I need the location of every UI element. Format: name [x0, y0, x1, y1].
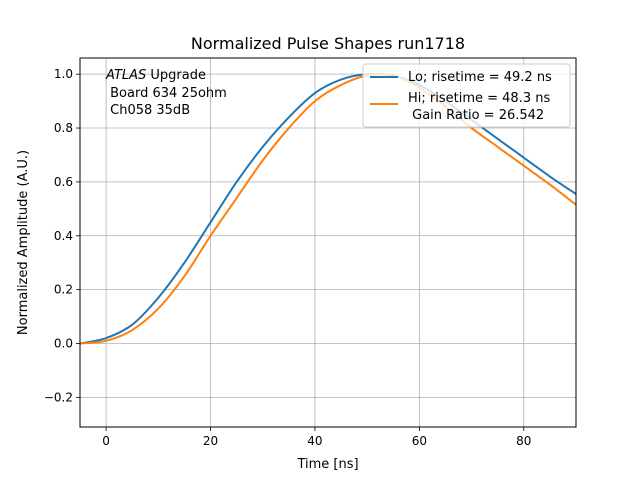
y-tick-label: 0.2 [54, 283, 73, 297]
y-tick-label: 0.4 [54, 229, 73, 243]
y-tick-label: 0.6 [54, 175, 73, 189]
x-axis-label: Time [ns] [296, 457, 358, 472]
grid-lines [80, 58, 576, 427]
y-tick-label: 1.0 [54, 67, 73, 81]
y-tick-label: −0.2 [44, 390, 73, 404]
series-line-lo [80, 72, 576, 345]
axis-ticks: 0 20 40 60 80 −0.2 0.0 0.2 0.4 0.6 0.8 1.0 [44, 67, 532, 448]
x-tick-label: 80 [516, 434, 531, 448]
annotation-line-1: ATLAS Upgrade [105, 68, 206, 83]
series-line-hi [80, 73, 576, 345]
x-tick-label: 20 [203, 434, 218, 448]
chart-title: Normalized Pulse Shapes run1718 [191, 34, 465, 53]
x-tick-label: 0 [102, 434, 110, 448]
x-tick-label: 60 [412, 434, 427, 448]
legend: Lo; risetime = 49.2 ns Hi; risetime = 48… [362, 63, 571, 128]
legend-box [362, 63, 571, 128]
legend-label-hi-line: Gain Ratio = 26.542 [408, 108, 544, 123]
legend-label-hi: Hi; risetime = 48.3 ns Gain Ratio = 26.5… [408, 91, 550, 123]
annotation-atlas: ATLAS [105, 68, 146, 83]
x-tick-label: 40 [307, 434, 322, 448]
annotation-line-3: Ch058 35dB [106, 103, 190, 118]
y-tick-label: 0.0 [54, 337, 73, 351]
annotation-upgrade: Upgrade [146, 68, 206, 83]
y-tick-label: 0.8 [54, 121, 73, 135]
atlas-annotation: ATLAS Upgrade Board 634 25ohm Ch058 35dB [105, 68, 227, 118]
legend-label-hi-line: Hi; risetime = 48.3 ns [408, 91, 550, 106]
axes-frame [79, 57, 577, 428]
legend-label-lo: Lo; risetime = 49.2 ns [408, 70, 552, 85]
annotation-line-2: Board 634 25ohm [106, 86, 227, 101]
series-lines [80, 72, 576, 345]
y-axis-label: Normalized Amplitude (A.U.) [16, 150, 31, 335]
